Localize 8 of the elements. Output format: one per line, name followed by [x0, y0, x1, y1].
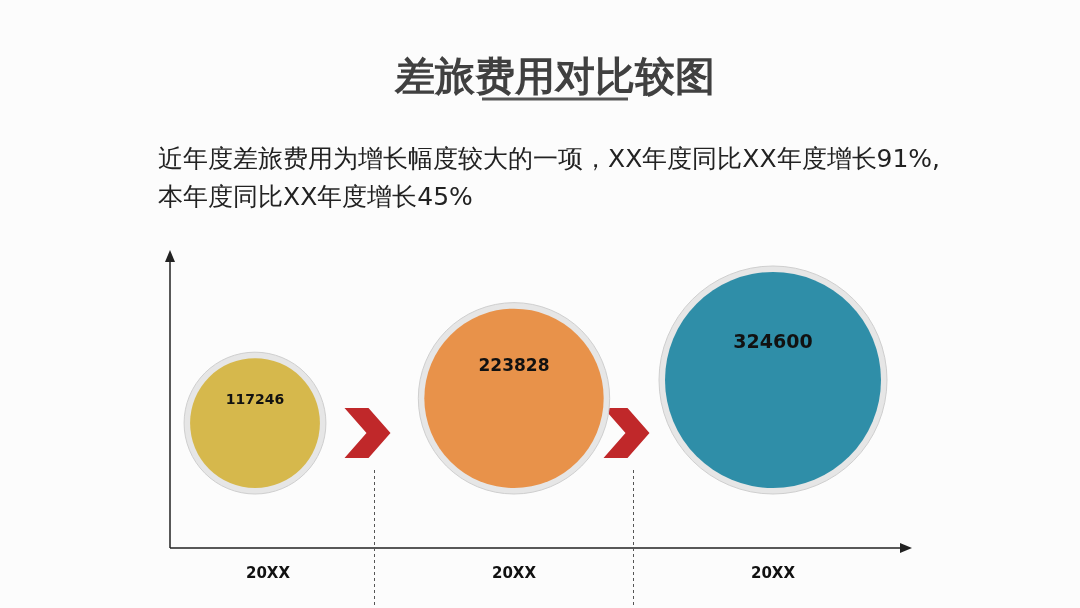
- text: 近年度差旅费用为增长幅度较大的一项，XX年度同比XX年度增长91%,本年度同比XX年度增长45%: [158, 143, 942, 213]
- data-label: 223828: [478, 355, 550, 376]
- category-label: 20XX: [245, 564, 291, 582]
- category-label: 20XX: [750, 564, 796, 582]
- category-label: 20XX: [491, 564, 537, 582]
- text: 差旅费用对比较图: [394, 53, 715, 99]
- data-label: 117246: [225, 390, 285, 407]
- data-label: 324600: [733, 329, 813, 352]
